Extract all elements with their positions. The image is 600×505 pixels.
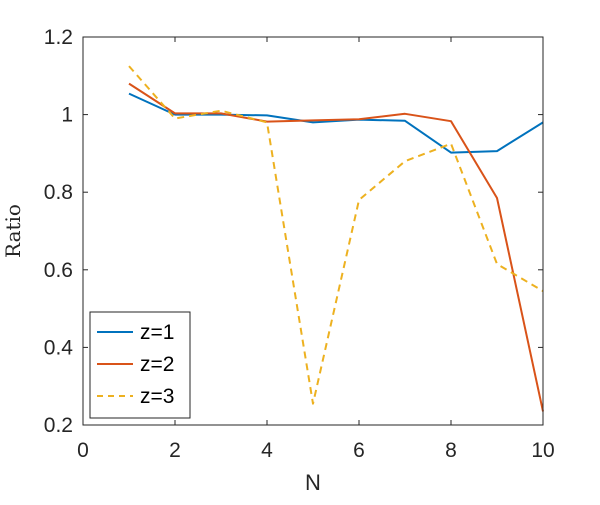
series-line-z=3	[128, 65, 544, 405]
y-tick-label: 1	[61, 104, 73, 127]
tick-layer: 0 2 4 6 8 10 0.2 0.4 0.6 0.8 1 1.2	[44, 26, 555, 462]
series-layer	[128, 65, 544, 412]
y-axis-label: Ratio	[1, 204, 25, 258]
x-tick-label: 8	[445, 439, 457, 462]
axes-box	[82, 36, 544, 426]
x-tick-label: 10	[531, 439, 554, 462]
y-tick-label: 0.6	[44, 259, 73, 282]
legend-label-z=2: z=2	[140, 353, 174, 376]
series-line-z=2	[128, 82, 544, 412]
x-tick-label: 2	[169, 439, 181, 462]
x-tick-label: 6	[353, 439, 365, 462]
legend: z=1 z=2 z=3	[89, 311, 191, 419]
series-line-z=1	[128, 92, 544, 154]
x-tick-label: 4	[261, 439, 273, 462]
y-tick-label: 0.2	[44, 414, 73, 437]
y-tick-label: 1.2	[44, 26, 73, 49]
legend-label-z=1: z=1	[140, 321, 174, 344]
x-tick-label: 0	[77, 439, 89, 462]
x-axis-label: N	[305, 470, 321, 495]
y-tick-label: 0.8	[44, 181, 73, 204]
legend-label-z=3: z=3	[140, 385, 174, 408]
y-tick-label: 0.4	[44, 336, 74, 359]
